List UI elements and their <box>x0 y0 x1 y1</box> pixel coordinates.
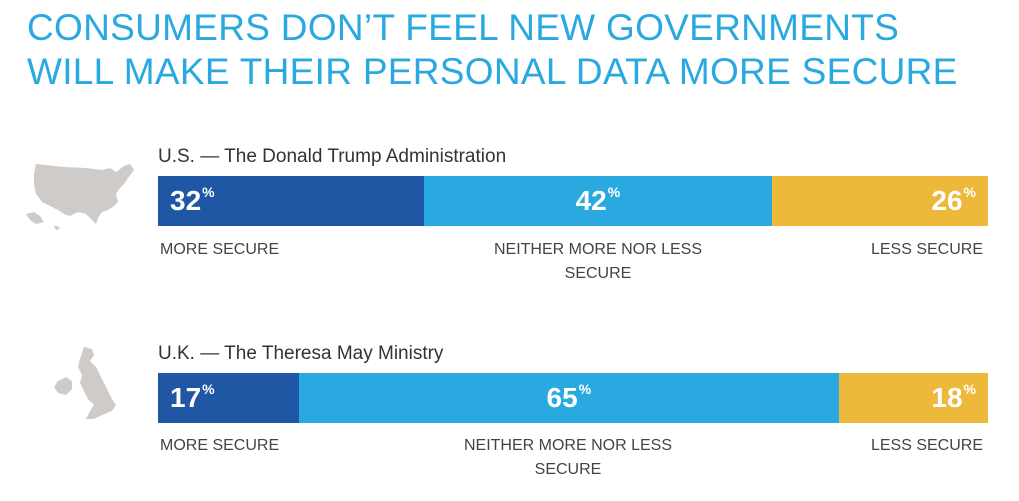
uk-less-secure-segment: 18% <box>838 373 988 423</box>
title-line-1: CONSUMERS DON’T FEEL NEW GOVERNMENTS <box>27 7 900 48</box>
uk-less-secure-unit: % <box>963 381 976 397</box>
us-neither-value: 42 <box>575 185 607 216</box>
uk-map-icon <box>54 347 116 419</box>
us-label-more-secure: MORE SECURE <box>160 241 280 258</box>
uk-subtitle: U.K. — The Theresa May Ministry <box>158 343 444 364</box>
us-stacked-bar: 32% 42% 26% <box>158 176 988 226</box>
usa-map-icon <box>26 164 134 230</box>
us-neither-unit: % <box>607 184 621 200</box>
us-less-secure-unit: % <box>963 184 976 200</box>
uk-neither-value: 65 <box>546 382 578 413</box>
us-more-secure-unit: % <box>202 184 215 200</box>
uk-more-secure-segment: 17% <box>158 373 300 423</box>
us-neither-segment: 42% <box>423 176 773 226</box>
uk-less-secure-value: 18 <box>931 382 963 413</box>
us-label-neither: NEITHER MORE NOR LESS SECURE <box>493 241 703 282</box>
us-subtitle: U.S. — The Donald Trump Administration <box>158 146 507 167</box>
uk-stacked-bar: 17% 65% 18% <box>158 373 988 423</box>
uk-more-secure-unit: % <box>202 381 215 397</box>
us-less-secure-value: 26 <box>931 185 963 216</box>
us-more-secure-value: 32 <box>170 185 202 216</box>
uk-neither-unit: % <box>578 381 592 397</box>
us-less-secure-segment: 26% <box>772 176 988 226</box>
us-more-secure-segment: 32% <box>158 176 424 226</box>
title-line-2: WILL MAKE THEIR PERSONAL DATA MORE SECUR… <box>27 51 958 92</box>
uk-neither-segment: 65% <box>299 373 839 423</box>
uk-label-more-secure: MORE SECURE <box>160 437 280 454</box>
uk-label-less-secure: LESS SECURE <box>870 437 983 454</box>
uk-more-secure-value: 17 <box>170 382 202 413</box>
us-label-less-secure: LESS SECURE <box>870 241 983 258</box>
chart-title: CONSUMERS DON’T FEEL NEW GOVERNMENTS WIL… <box>27 6 1007 94</box>
uk-label-neither: NEITHER MORE NOR LESS SECURE <box>463 437 673 478</box>
